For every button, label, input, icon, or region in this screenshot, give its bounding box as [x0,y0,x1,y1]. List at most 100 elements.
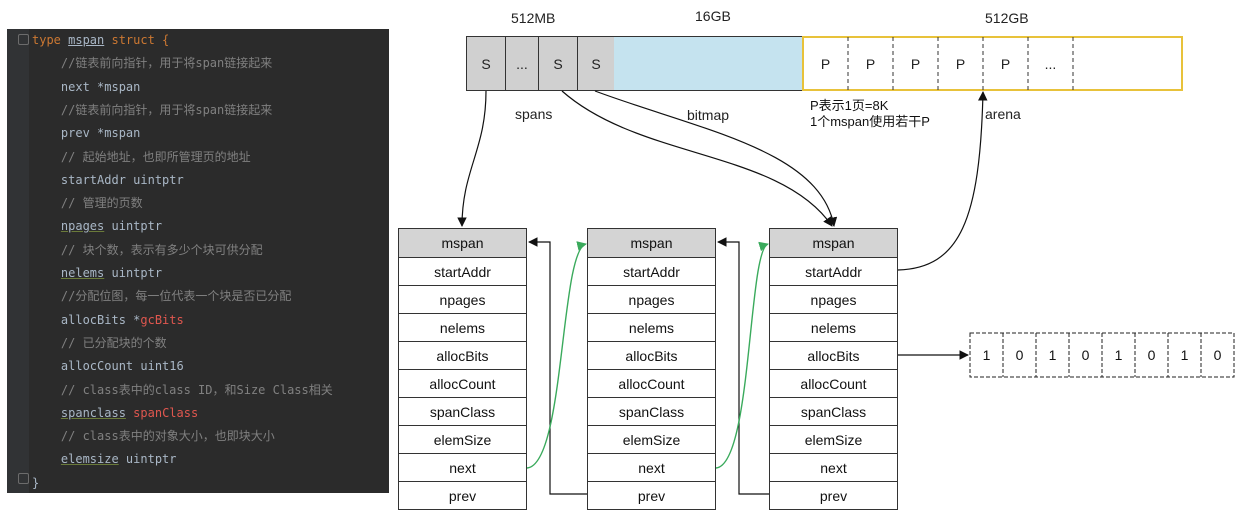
field-spanclass: spanClass [588,397,715,425]
alloc-bit-cell: 0 [1081,347,1090,363]
code-line: // 块个数，表示有多少个块可供分配 [32,243,263,257]
arena-page-cell: ... [1044,55,1057,72]
arena-region [802,36,1183,91]
code-token: mspan [68,33,105,47]
arena-page-cell: P [1000,55,1011,72]
field-startaddr: startAddr [588,257,715,285]
field-allocbits: allocBits [588,341,715,369]
field-startaddr: startAddr [770,257,897,285]
field-nelems: nelems [770,313,897,341]
alloc-bit-cell: 0 [1015,347,1024,363]
code-token: spanClass [133,405,199,420]
code-line: elemsize uintptr [32,452,177,466]
field-alloccount: allocCount [399,369,526,397]
field-allocbits: allocBits [399,341,526,369]
code-token: elemsize [60,452,119,467]
arena-page-cell: P [955,55,966,72]
field-elemsize: elemSize [399,425,526,453]
editor-gutter [7,29,29,493]
field-next: next [399,453,526,481]
field-alloccount: allocCount [770,369,897,397]
field-prev: prev [588,481,715,509]
code-token: uintptr [104,266,163,280]
code-token: //链表前向指针，用于将span链接起来 [32,56,273,71]
span-to-mspan-1-arrow [457,90,487,227]
field-prev: prev [399,481,526,509]
mspan-table-2: mspan startAddr npages nelems allocBits … [587,228,716,510]
span-to-mspan-3-arrow-b [594,90,838,227]
code-token: //链表前向指针，用于将span链接起来 [32,102,273,117]
alloc-bit-cell: 1 [1180,347,1189,363]
code-token: gcBits [140,312,184,327]
mspan-header: mspan [770,229,897,257]
size-label-spans: 512MB [511,10,556,26]
code-line: //链表前向指针，用于将span链接起来 [32,103,272,117]
alloc-bits-box [969,332,1235,378]
code-token: // 起始地址，也即所管理页的地址 [32,149,251,164]
field-npages: npages [588,285,715,313]
field-alloccount: allocCount [588,369,715,397]
code-token: uintptr [118,452,177,467]
code-token: nelems [60,266,105,280]
field-next: next [588,453,715,481]
code-line: prev *mspan [32,126,140,140]
code-token: // 块个数，表示有多少个块可供分配 [32,242,263,257]
size-label-bitmap: 16GB [695,8,731,24]
spans-label: spans [515,106,553,122]
arena-page-cell: P [820,55,831,72]
field-spanclass: spanClass [770,397,897,425]
code-line: // 已分配块的个数 [32,336,167,350]
arena-label: arena [985,106,1021,122]
alloc-bit-cell: 1 [1114,347,1123,363]
size-label-arena: 512GB [985,10,1029,26]
code-token: //分配位图，每一位代表一个块是否已分配 [32,289,292,304]
fold-close-icon[interactable] [18,473,29,484]
code-token: // 已分配块的个数 [32,335,167,350]
code-token: prev *mspan [32,126,141,141]
arena-page-cell: P [865,55,876,72]
code-token: // class表中的class ID，和Size Class相关 [32,382,333,397]
field-elemsize: elemSize [770,425,897,453]
code-token: struct { [104,33,170,47]
code-token: uintptr [104,219,163,234]
code-line: spanclass spanClass [32,406,198,420]
code-line: startAddr uintptr [32,173,184,187]
code-line: // class表中的对象大小，也即块大小 [32,429,275,443]
span-cell: S [538,36,578,91]
mspan-header: mspan [399,229,526,257]
arena-dividers [847,37,1074,90]
prev-link-arrow-2 [717,237,769,495]
code-token: // 管理的页数 [32,196,143,211]
code-line: type mspan struct { [32,33,169,47]
code-line: allocCount uint16 [32,359,184,373]
code-line: // class表中的class ID，和Size Class相关 [32,383,333,397]
field-startaddr: startAddr [399,257,526,285]
field-npages: npages [770,285,897,313]
code-token: } [32,475,40,490]
next-link-arrow-1 [526,241,587,469]
page-size-note: P表示1页=8K [810,98,889,113]
mspan-table-1: mspan startAddr npages nelems allocBits … [398,228,527,510]
bitmap-label: bitmap [687,107,730,123]
prev-link-arrow-1 [528,237,587,495]
code-token: allocBits * [32,312,141,327]
bitmap-region [614,36,803,91]
code-line: // 管理的页数 [32,196,143,210]
field-spanclass: spanClass [399,397,526,425]
alloc-bit-cell: 1 [1048,347,1057,363]
field-npages: npages [399,285,526,313]
fold-open-icon[interactable] [18,34,29,45]
mspan-header: mspan [588,229,715,257]
code-line: } [32,476,39,490]
code-line: allocBits *gcBits [32,313,184,327]
field-nelems: nelems [399,313,526,341]
code-line: //链表前向指针，用于将span链接起来 [32,56,272,70]
code-token: startAddr uintptr [32,172,184,187]
code-line: npages uintptr [32,219,162,233]
code-editor-panel: type mspan struct { //链表前向指针，用于将span链接起来… [7,29,389,493]
code-token: next *mspan [32,79,141,94]
code-line: //分配位图，每一位代表一个块是否已分配 [32,289,291,303]
span-to-mspan-3-arrow [561,90,833,227]
alloc-bit-cell: 0 [1213,347,1222,363]
